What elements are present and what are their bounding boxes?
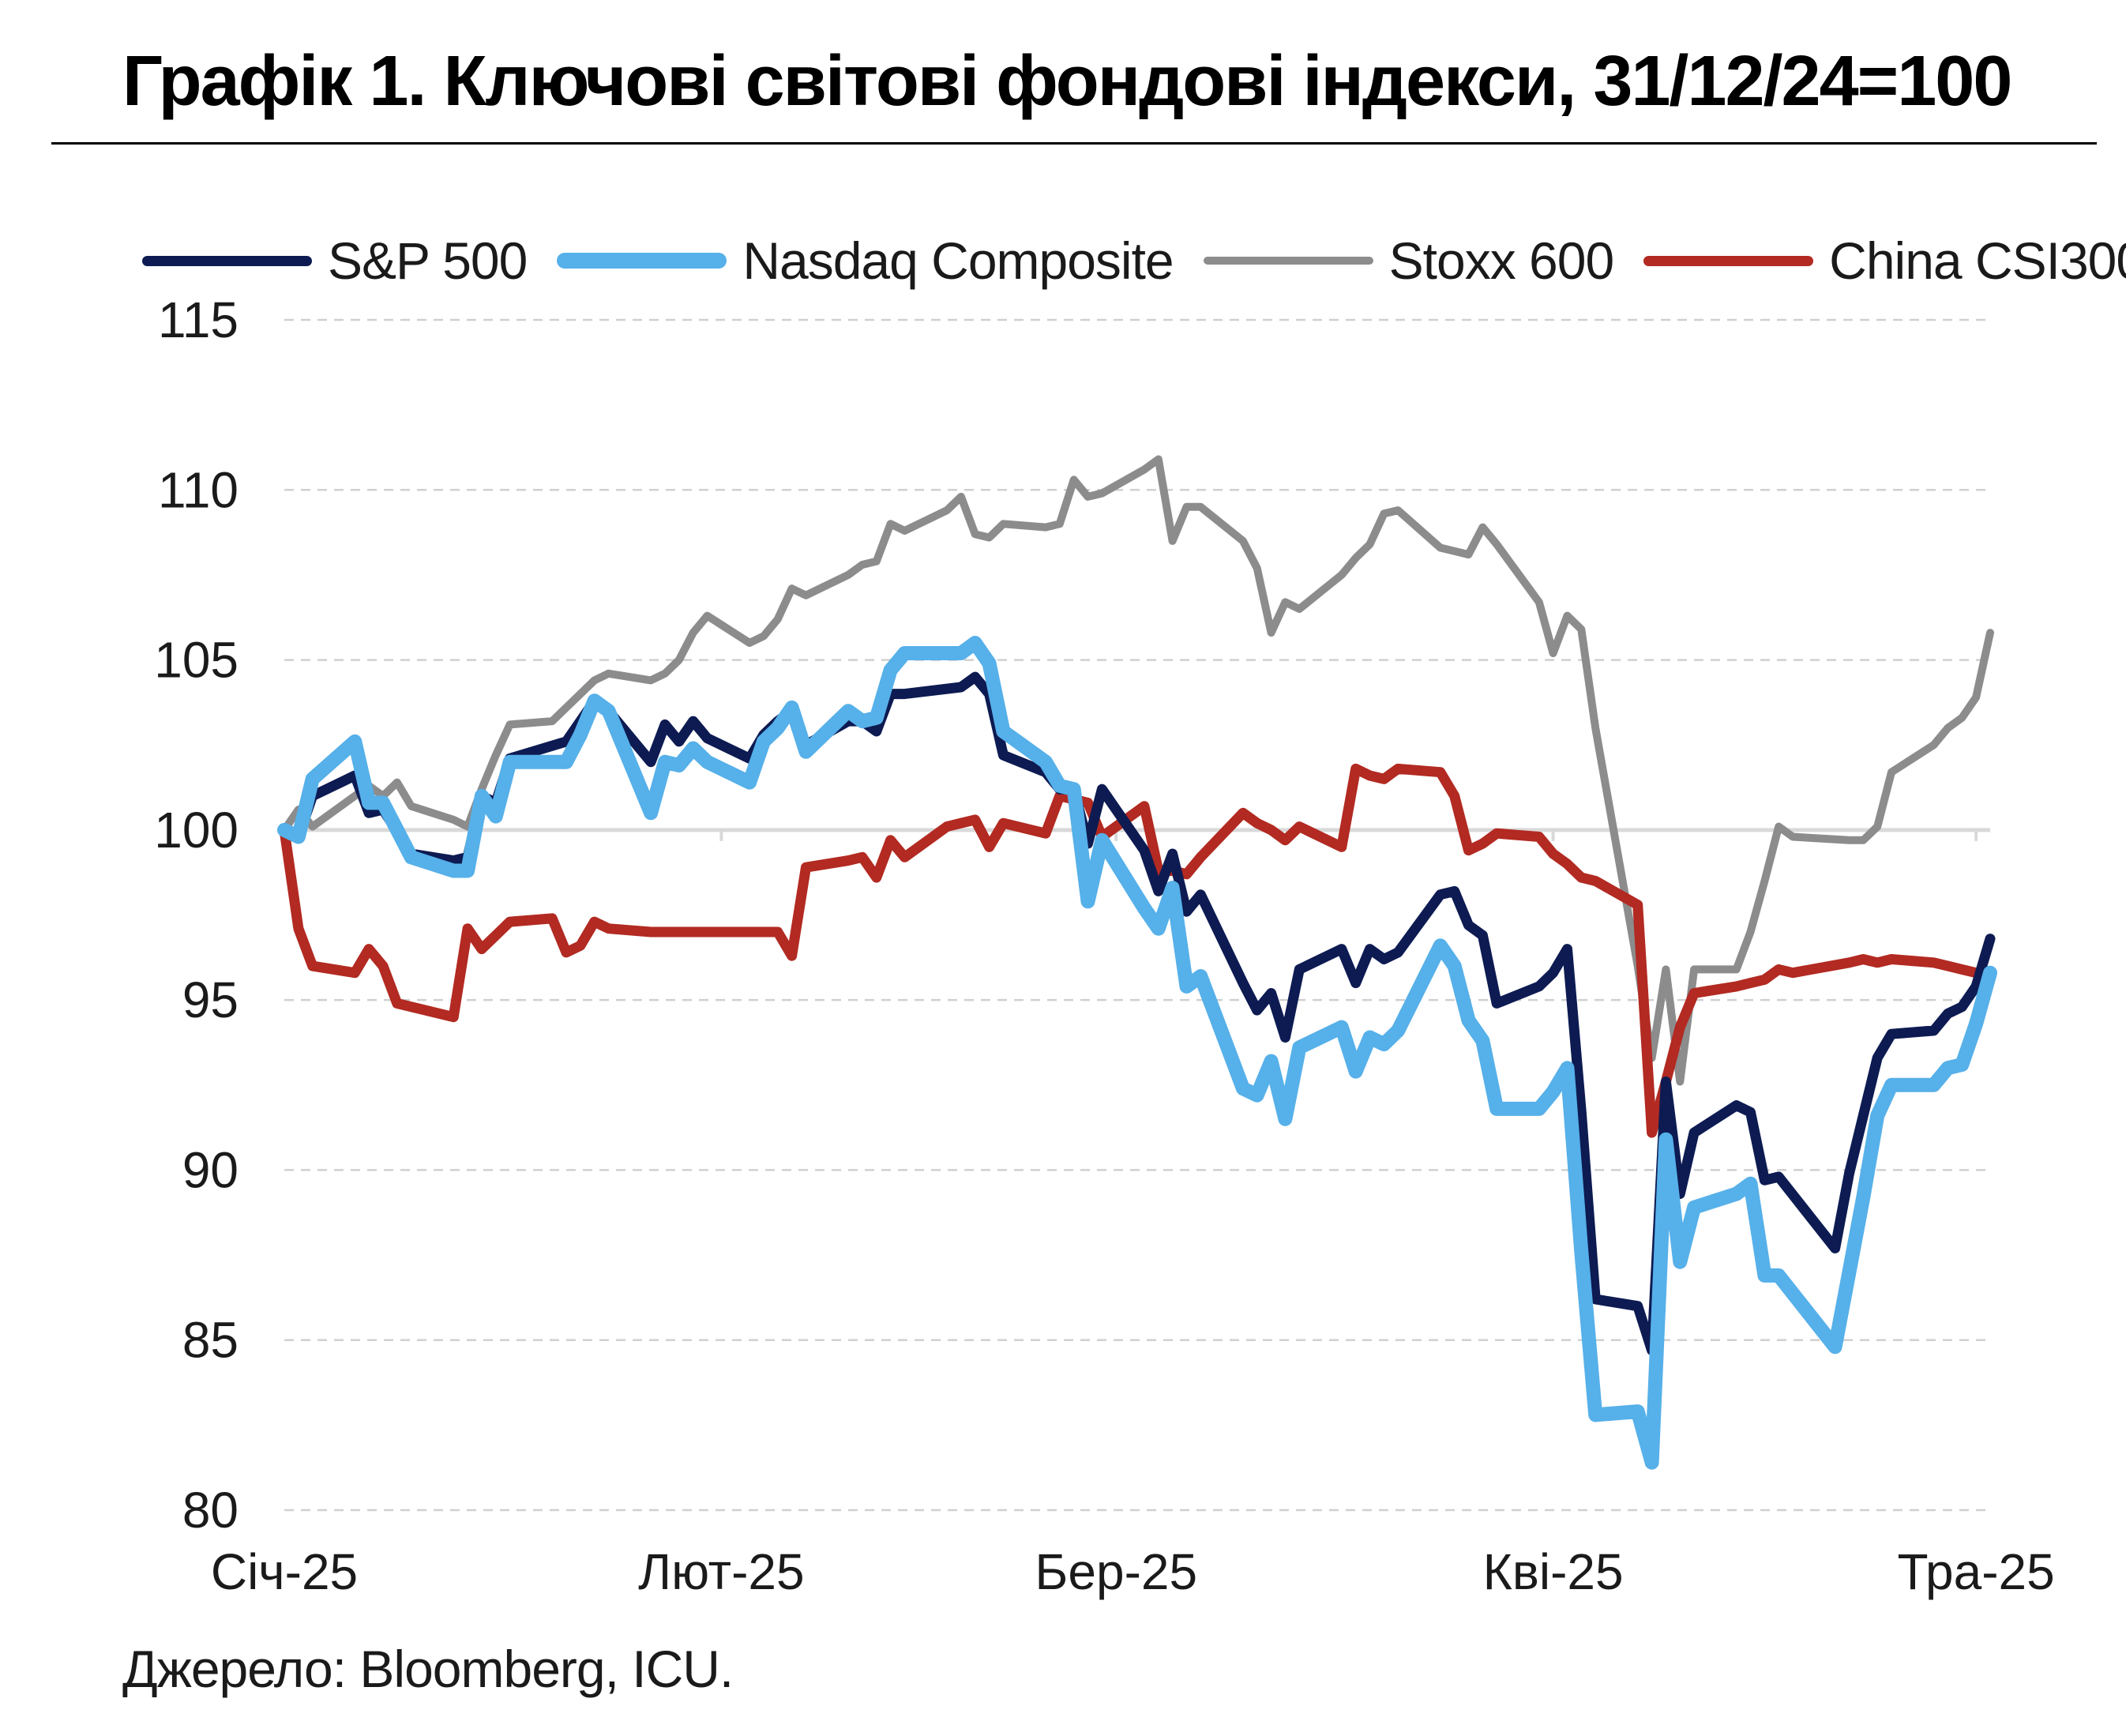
gridlines <box>284 318 1990 1512</box>
title-divider <box>51 142 2097 145</box>
y-tick-labels: 80 85 90 95 100 105 110 115 <box>154 291 239 1539</box>
y-tick-label-110: 110 <box>158 461 239 518</box>
x-tick-label-3: Кві-25 <box>1483 1543 1624 1600</box>
y-tick-label-85: 85 <box>182 1312 239 1369</box>
y-tick-label-95: 95 <box>182 971 239 1028</box>
legend-label-csi300: China CSI300 <box>1829 231 2126 290</box>
legend-label-stoxx600: Stoxx 600 <box>1388 231 1615 290</box>
series-line-nasdaq <box>277 636 1997 1470</box>
x-tick-label-0: Січ-25 <box>211 1543 358 1600</box>
legend-swatch-nasdaq <box>557 253 727 269</box>
y-tick-label-100: 100 <box>154 802 239 859</box>
legend-swatch-sp500 <box>142 255 312 266</box>
x-tick-label-4: Тра-25 <box>1898 1543 2055 1600</box>
legend-item-nasdaq: Nasdaq Composite <box>557 231 1174 291</box>
x-tick-label-2: Бер-25 <box>1035 1543 1197 1600</box>
legend-swatch-csi300 <box>1643 255 1814 266</box>
series-lines <box>277 455 1997 1470</box>
legend-swatch-stoxx600 <box>1203 257 1373 265</box>
chart-legend: S&P 500 Nasdaq Composite Stoxx 600 China… <box>142 229 2126 292</box>
y-tick-label-105: 105 <box>154 632 239 689</box>
series-line-csi300 <box>279 763 1996 1138</box>
y-tick-label-90: 90 <box>182 1141 239 1198</box>
legend-label-nasdaq: Nasdaq Composite <box>742 231 1174 290</box>
source-note: Джерело: Bloomberg, ICU. <box>122 1640 734 1698</box>
legend-item-stoxx600: Stoxx 600 <box>1203 231 1615 291</box>
y-tick-label-80: 80 <box>182 1482 239 1539</box>
chart-title: Графік 1. Ключові світові фондові індекс… <box>122 42 2012 121</box>
series-line-sp500 <box>279 671 1996 1356</box>
legend-label-sp500: S&P 500 <box>328 231 528 290</box>
y-tick-label-115: 115 <box>158 291 239 348</box>
x-tick-labels: Січ-25 Лют-25 Бер-25 Кві-25 Тра-25 <box>211 1543 2055 1600</box>
x-tick-label-1: Лют-25 <box>638 1543 804 1600</box>
legend-item-csi300: China CSI300 <box>1643 231 2126 291</box>
legend-item-sp500: S&P 500 <box>142 231 528 291</box>
